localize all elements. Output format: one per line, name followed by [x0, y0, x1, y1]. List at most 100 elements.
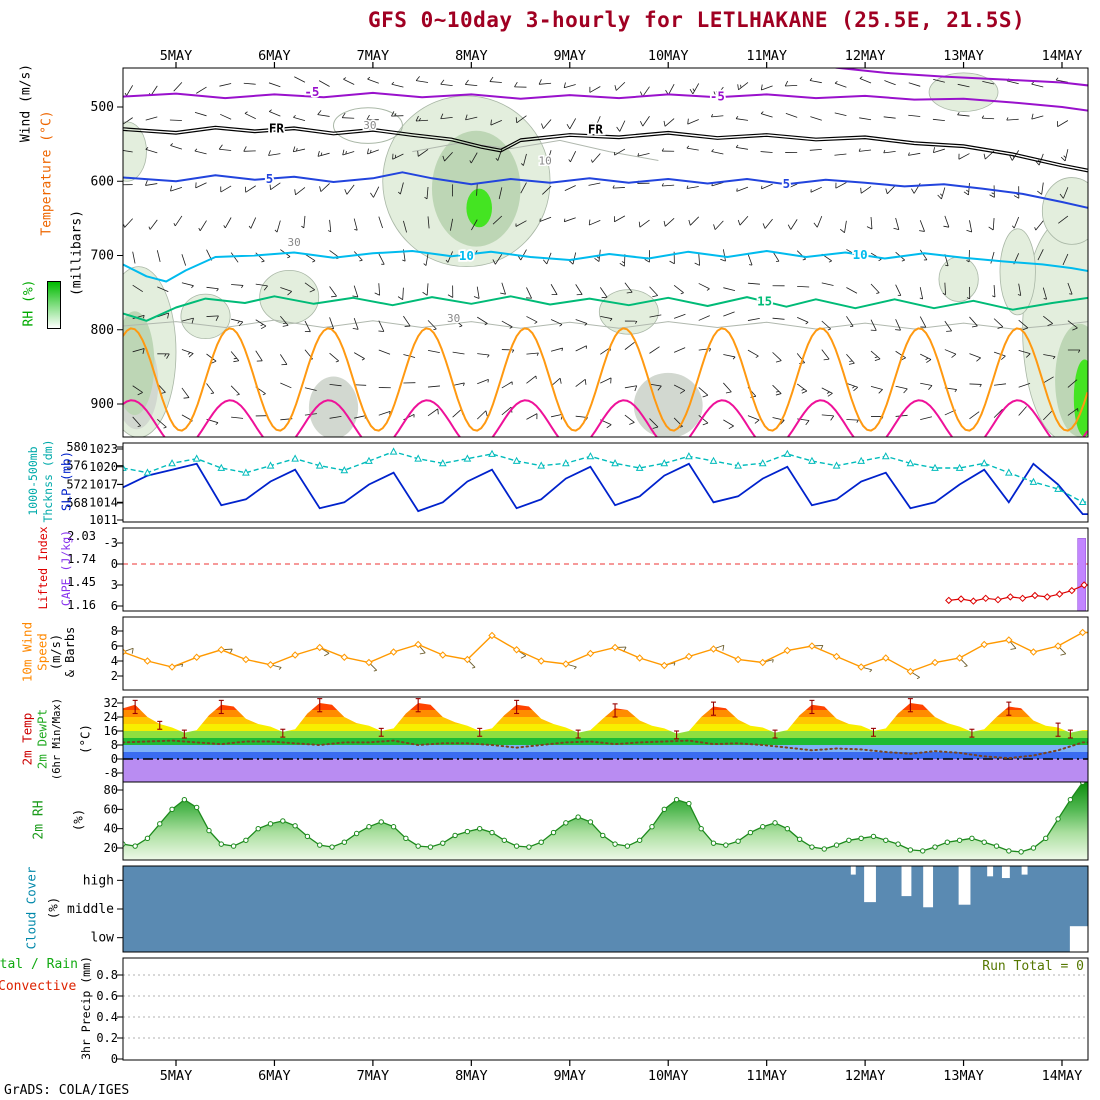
- svg-text:9MAY: 9MAY: [554, 48, 587, 64]
- isotherm-iso_10: [123, 250, 1088, 283]
- cloud-bar-high: [958, 866, 971, 905]
- svg-text:2.03: 2.03: [67, 529, 96, 543]
- svg-text:30: 30: [288, 236, 301, 249]
- precip-label-conv: Convective: [0, 979, 77, 994]
- isotherm-iso_fr: [123, 125, 1088, 170]
- svg-text:10: 10: [459, 248, 474, 263]
- isotherm-iso_5: [123, 171, 1088, 209]
- svg-text:1017: 1017: [89, 478, 118, 492]
- svg-text:13MAY: 13MAY: [943, 48, 984, 64]
- rh2m-label-2: (%): [70, 808, 86, 832]
- svg-text:30: 30: [363, 119, 376, 132]
- svg-text:32: 32: [104, 696, 118, 710]
- panel-t2m: [123, 698, 1088, 782]
- cloud-bar-low: [1069, 926, 1088, 952]
- svg-text:0.8: 0.8: [96, 968, 118, 982]
- isotherms: [123, 68, 1088, 437]
- svg-text:5: 5: [783, 176, 791, 191]
- rh2m-label-1: 2m RH: [31, 800, 47, 840]
- svg-text:14MAY: 14MAY: [1042, 1068, 1083, 1084]
- svg-text:9MAY: 9MAY: [554, 1068, 587, 1084]
- svg-text:6MAY: 6MAY: [258, 1068, 291, 1084]
- t2m-label-3: (6hr Min/Max): [51, 697, 63, 781]
- temperature-units: Temperature (°C): [39, 110, 55, 236]
- isotherm-iso_m10: [835, 68, 1088, 87]
- panel-cloud: [123, 866, 1088, 952]
- svg-text:1014: 1014: [89, 495, 118, 509]
- panel-wind10m: [123, 628, 1088, 680]
- time-axis: 5MAY 5MAY 6MAY 6MAY 7MAY 7MAY 8MAY 8MAY 9MAY 9MAY…: [160, 48, 1083, 1084]
- thickness-line: [123, 450, 1088, 503]
- cloud-bar-high: [923, 866, 934, 908]
- wind10m-label-3: (m/s): [49, 633, 63, 671]
- upper-wind-barbs: [123, 76, 1081, 430]
- svg-text:20: 20: [104, 841, 118, 855]
- svg-text:low: low: [91, 931, 115, 946]
- svg-text:5: 5: [266, 171, 274, 186]
- svg-text:800: 800: [91, 323, 114, 338]
- cloud-background: [123, 866, 1088, 952]
- svg-text:6: 6: [111, 599, 118, 613]
- cloud-bar-high: [987, 866, 994, 877]
- svg-text:60: 60: [104, 802, 118, 816]
- svg-text:0.4: 0.4: [96, 1010, 118, 1024]
- cloud-bar-high: [1021, 866, 1028, 875]
- dewpoint-line: [123, 739, 1088, 760]
- temp-fill-bands: [123, 703, 1088, 782]
- svg-text:0: 0: [111, 557, 118, 571]
- panel-rh2m-axis: 80 60 40 20: [104, 781, 1089, 861]
- wind10m-label-1: 10m Wind: [19, 621, 35, 683]
- panel-li-axis: 2.03 1.74 1.45 1.16 -3 0 3 6: [67, 527, 1089, 613]
- panel-cloud-axis: high middle low: [67, 865, 1089, 953]
- svg-text:8MAY: 8MAY: [455, 48, 488, 64]
- panel-slp-axis: 580 576 572 568 1023 1020 1017 1014 1011: [66, 440, 1089, 527]
- thickness-label-2: Thcknss (dm): [41, 439, 55, 523]
- svg-text:-5: -5: [710, 89, 725, 104]
- svg-text:8MAY: 8MAY: [455, 1068, 488, 1084]
- cloud-bar-high: [1001, 866, 1010, 879]
- svg-text:0: 0: [111, 1052, 118, 1066]
- precip-label-rot: 3hr Precip (mm): [79, 956, 93, 1060]
- cloud-bar-high: [850, 866, 856, 875]
- contour-labels: 30 10 30 30 -5 -5 FR FR 5 5 10 10 15: [264, 82, 869, 326]
- panel-precip-axis: 0.8 0.6 0.4 0.2 0: [96, 957, 1089, 1066]
- cape-bar: [1077, 538, 1086, 611]
- t2m-label-4: (°C): [77, 723, 93, 755]
- page-title: GFS 0~10day 3-hourly for LETLHAKANE (25.…: [368, 8, 1026, 32]
- svg-text:16: 16: [104, 724, 118, 738]
- svg-text:FR: FR: [269, 121, 285, 136]
- svg-text:500: 500: [91, 100, 114, 115]
- lifted-index-line: [948, 584, 1088, 602]
- svg-text:568: 568: [66, 496, 88, 510]
- svg-text:10MAY: 10MAY: [648, 48, 689, 64]
- lifted-index-label: Lifted Index: [36, 526, 50, 610]
- svg-text:600: 600: [91, 174, 114, 189]
- svg-text:900: 900: [91, 397, 114, 412]
- panel-upper-air-axis: 500 600 700 800 900: [91, 67, 1089, 438]
- svg-text:40: 40: [104, 822, 118, 836]
- isotherm-iso_25: [123, 399, 1088, 437]
- svg-text:2: 2: [111, 669, 118, 683]
- svg-text:1023: 1023: [89, 442, 118, 456]
- svg-text:11MAY: 11MAY: [746, 48, 787, 64]
- svg-text:3: 3: [111, 578, 118, 592]
- svg-text:5MAY: 5MAY: [160, 1068, 193, 1084]
- svg-text:Run Total = 0: Run Total = 0: [982, 959, 1084, 974]
- svg-text:1.74: 1.74: [67, 552, 96, 566]
- cape-label: CAPE (J/kg): [59, 529, 73, 607]
- t2m-label-1: 2m Temp: [19, 712, 35, 766]
- isotherm-iso_15: [123, 295, 1088, 322]
- svg-text:0.6: 0.6: [96, 989, 118, 1003]
- svg-text:1020: 1020: [89, 460, 118, 474]
- svg-text:10: 10: [853, 247, 868, 262]
- svg-text:FR: FR: [588, 121, 604, 136]
- cloud-bar-high: [864, 866, 876, 903]
- rh-fill: [123, 782, 1088, 860]
- svg-text:6MAY: 6MAY: [258, 48, 291, 64]
- svg-text:580: 580: [66, 440, 88, 454]
- panel-precip: Run Total = 0: [123, 959, 1088, 1039]
- svg-text:1.45: 1.45: [67, 575, 96, 589]
